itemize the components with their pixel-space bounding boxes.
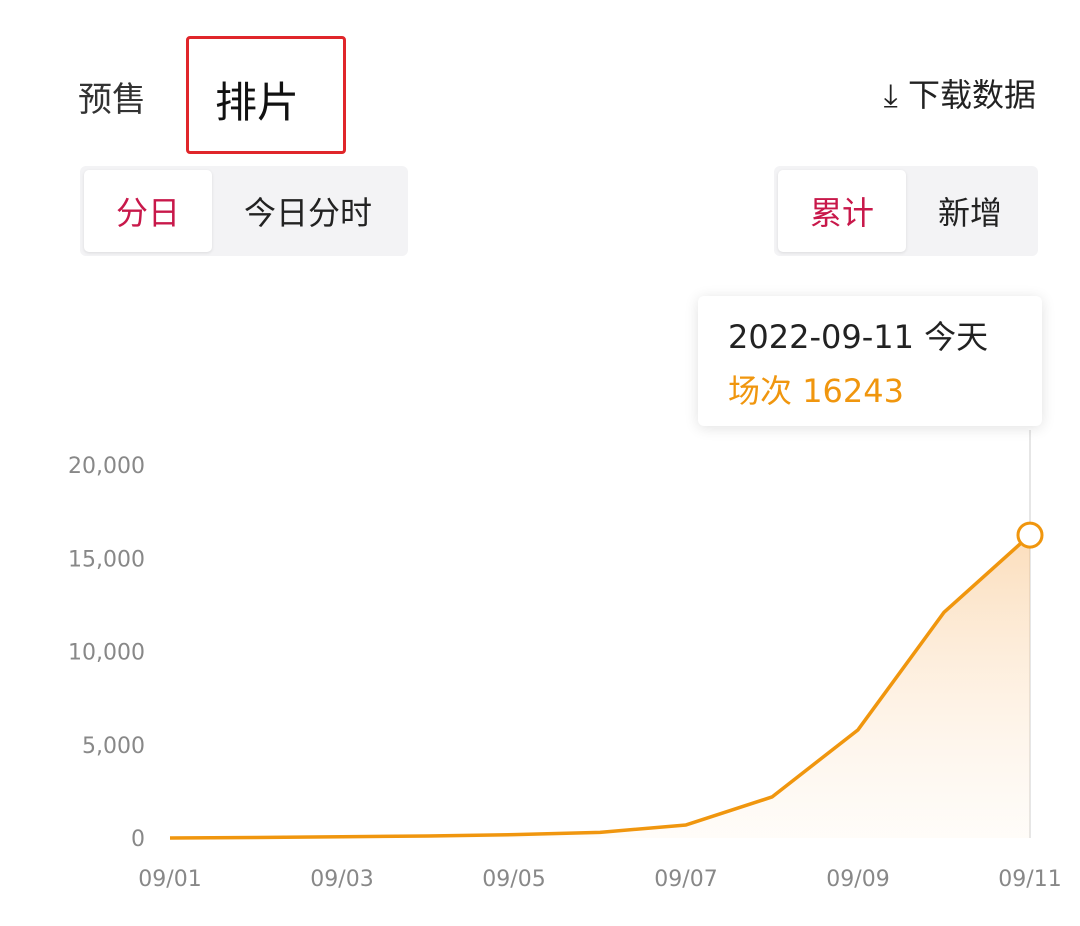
x-tick-label: 09/03 bbox=[310, 867, 373, 892]
x-tick-label: 09/01 bbox=[138, 867, 201, 892]
y-tick-label: 5,000 bbox=[82, 734, 145, 759]
data-point bbox=[1016, 521, 1044, 549]
y-tick-label: 10,000 bbox=[68, 641, 145, 666]
y-tick-label: 15,000 bbox=[68, 547, 145, 572]
download-icon: ⤓ bbox=[883, 76, 908, 114]
area-fill bbox=[170, 535, 1030, 838]
tooltip: 2022-09-11 今天 场次 16243 bbox=[698, 296, 1042, 426]
y-tick-label: 0 bbox=[131, 827, 145, 852]
y-tick-label: 20,000 bbox=[68, 454, 145, 479]
tooltip-date: 2022-09-11 bbox=[728, 318, 914, 356]
series-line bbox=[169, 533, 1032, 840]
agg-new[interactable]: 新增 bbox=[937, 194, 1002, 232]
download-button[interactable]: ⤓ 下载数据 bbox=[883, 76, 1036, 114]
tab-screening[interactable]: 排片 bbox=[186, 36, 346, 154]
x-tick-label: 09/11 bbox=[998, 867, 1061, 892]
tooltip-today: 今天 bbox=[924, 318, 989, 356]
aggregation-toggle: 累计 新增 bbox=[773, 166, 1038, 256]
tab-presale[interactable]: 预售 bbox=[78, 80, 146, 120]
mode-daily[interactable]: 分日 bbox=[84, 170, 213, 252]
mode-hourly[interactable]: 今日分时 bbox=[244, 194, 373, 232]
mode-toggle: 分日 今日分时 bbox=[80, 166, 409, 256]
x-tick-label: 09/07 bbox=[654, 867, 717, 892]
agg-cumulative[interactable]: 累计 bbox=[777, 170, 906, 252]
x-tick-label: 09/05 bbox=[482, 867, 545, 892]
tooltip-value: 16243 bbox=[802, 372, 904, 410]
tooltip-label: 场次 bbox=[728, 372, 793, 410]
x-tick-label: 09/09 bbox=[826, 867, 889, 892]
